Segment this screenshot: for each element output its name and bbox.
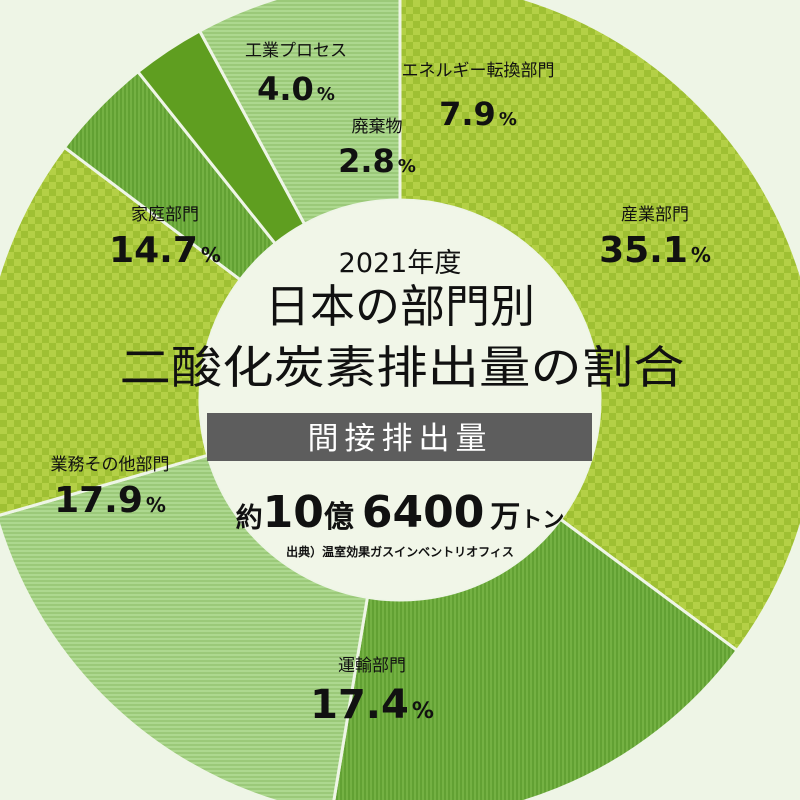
- slice-value-6: 7.9%: [439, 95, 517, 133]
- title-line2: 二酸化炭素排出量の割合: [120, 341, 685, 394]
- slice-value-5: 2.8%: [338, 142, 416, 180]
- slice-value-2: 17.9%: [54, 480, 166, 521]
- banner-label: 間接排出量: [308, 421, 493, 457]
- slice-value-4: 4.0%: [257, 70, 335, 108]
- banner-background: [207, 413, 592, 461]
- slice-label-6: エネルギー転換部門: [402, 61, 555, 81]
- donut-hole: [200, 200, 600, 600]
- slice-label-1: 運輸部門: [338, 656, 406, 676]
- slice-label-2: 業務その他部門: [51, 455, 170, 475]
- slice-2: [0, 453, 370, 800]
- source-note: 出典）温室効果ガスインベントリオフィス: [286, 544, 514, 559]
- slice-label-4: 工業プロセス: [245, 41, 347, 61]
- total-prefix: 約: [236, 502, 263, 534]
- slice-labels: 産業部門 35.1 % 運輸部門 17.4 % 業務その他部門 17.9 % 家庭部門 14.7 % 工…: [51, 41, 711, 728]
- total-amount: 約10億 6400 万トン: [236, 487, 565, 538]
- total-num2: 6400: [362, 487, 484, 538]
- year-label: 2021年度: [339, 248, 462, 279]
- slice-value-1: 17.4%: [310, 682, 434, 728]
- total-unit3: トン: [520, 508, 564, 533]
- slice-label-3: 家庭部門: [131, 205, 199, 225]
- slice-value-0: 35.1%: [599, 230, 711, 271]
- total-unit1: 億: [324, 500, 354, 535]
- slice-label-5: 廃棄物: [352, 117, 403, 137]
- total-unit2: 万: [490, 500, 520, 535]
- title-line1: 日本の部門別: [265, 280, 535, 333]
- slice-value-3: 14.7%: [109, 230, 221, 271]
- slice-label-0: 産業部門: [621, 205, 689, 225]
- total-num1: 10: [263, 487, 324, 538]
